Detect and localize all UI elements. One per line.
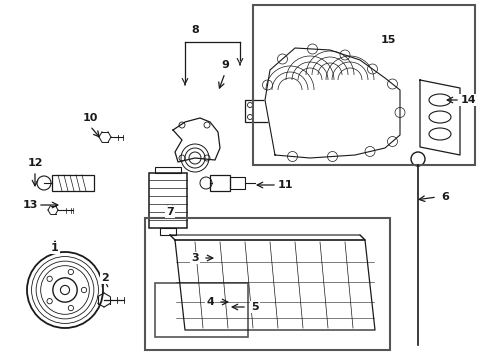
Polygon shape <box>173 118 220 162</box>
Polygon shape <box>265 48 400 158</box>
Text: 13: 13 <box>23 200 38 210</box>
Text: 10: 10 <box>82 113 98 123</box>
Bar <box>149 172 187 228</box>
Bar <box>253 5 475 165</box>
Text: 2: 2 <box>101 273 109 283</box>
Text: 5: 5 <box>251 302 259 312</box>
Bar <box>155 166 181 172</box>
Bar <box>245 100 277 122</box>
Polygon shape <box>175 240 375 330</box>
Polygon shape <box>420 80 460 155</box>
Bar <box>155 283 248 337</box>
Text: 4: 4 <box>206 297 214 307</box>
Bar <box>52 175 94 191</box>
Text: 3: 3 <box>191 253 199 263</box>
Bar <box>210 175 230 191</box>
Text: 6: 6 <box>441 192 449 202</box>
Text: 8: 8 <box>191 25 199 35</box>
Text: 1: 1 <box>51 243 59 253</box>
Text: 14: 14 <box>460 95 476 105</box>
Bar <box>145 218 390 350</box>
Text: 9: 9 <box>221 60 229 70</box>
Text: 12: 12 <box>27 158 43 168</box>
Bar <box>160 228 176 234</box>
Text: 15: 15 <box>380 35 396 45</box>
Text: 11: 11 <box>277 180 293 190</box>
Text: 7: 7 <box>166 207 174 217</box>
Bar <box>230 177 245 189</box>
